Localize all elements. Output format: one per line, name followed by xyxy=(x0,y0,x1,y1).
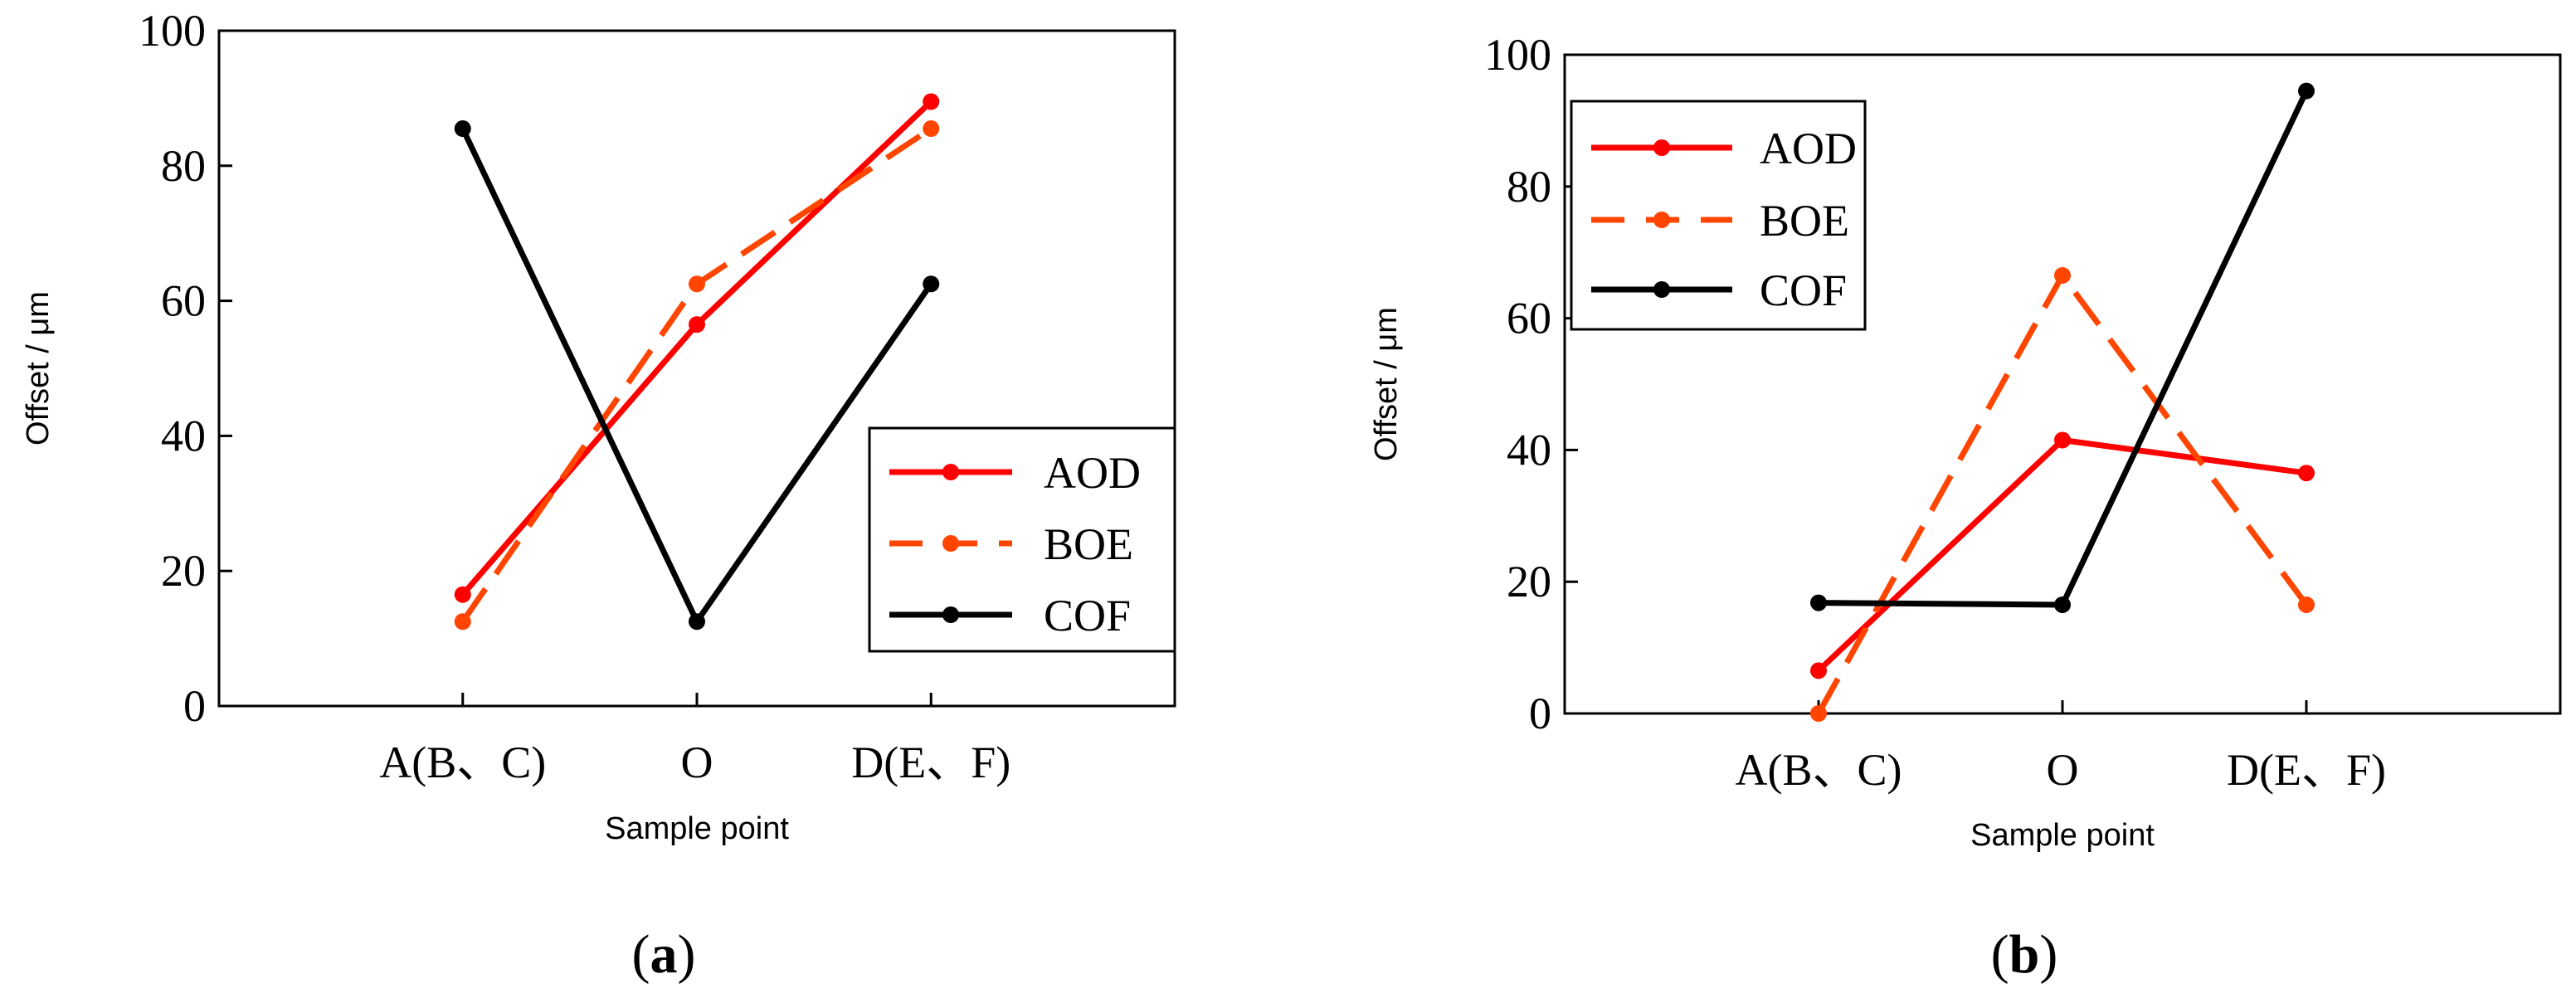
panel-label: (b) xyxy=(1991,924,2058,985)
series-line-cof xyxy=(460,127,934,625)
x-tick-label: D(E、F) xyxy=(2227,745,2386,795)
data-point-boe xyxy=(689,275,705,293)
x-axis-label: Sample point xyxy=(605,811,789,846)
data-point-cof xyxy=(2298,82,2315,100)
y-tick-label: 40 xyxy=(1507,425,1551,475)
data-point-boe xyxy=(1810,705,1827,722)
legend-label-cof: COF xyxy=(1760,265,1847,315)
legend-label-aod: AOD xyxy=(1044,448,1141,498)
legend-label-cof: COF xyxy=(1044,591,1131,640)
y-tick-label: 80 xyxy=(161,141,206,191)
legend-marker-aod xyxy=(942,464,959,480)
x-tick-label: A(B、C) xyxy=(379,738,546,787)
data-point-cof xyxy=(923,275,940,293)
x-tick-label: A(B、C) xyxy=(1736,745,1902,795)
legend-marker-cof xyxy=(1653,281,1670,298)
data-point-aod xyxy=(923,93,940,110)
data-point-aod xyxy=(2054,431,2071,449)
y-axis-label: Offset / μm xyxy=(21,291,56,446)
y-tick-label: 60 xyxy=(1507,294,1551,343)
series-line-aod xyxy=(1816,436,2307,673)
data-point-boe xyxy=(2054,266,2071,284)
data-point-cof xyxy=(454,120,471,138)
data-point-boe xyxy=(454,613,471,631)
panel-b: 0 20 40 60 80 100 A(B、C) O D(E、F) Sample point Off… xyxy=(1369,30,2562,985)
y-tick-label: 100 xyxy=(139,6,206,56)
y-tick-label: 40 xyxy=(161,411,206,460)
panel-label: (a) xyxy=(632,924,696,985)
data-point-aod xyxy=(2298,465,2315,482)
y-tick-label: 20 xyxy=(1507,557,1551,606)
data-point-boe xyxy=(2298,596,2315,613)
series-line-boe xyxy=(460,126,933,624)
y-tick-label: 100 xyxy=(1484,30,1551,80)
data-point-cof xyxy=(2054,596,2071,613)
legend-label-boe: BOE xyxy=(1044,519,1133,569)
data-point-cof xyxy=(1810,594,1827,611)
y-tick-label: 80 xyxy=(1507,162,1551,212)
data-point-boe xyxy=(923,120,940,138)
series-line-boe xyxy=(1815,272,2309,715)
x-tick-label: D(E、F) xyxy=(851,738,1010,787)
x-tick-label: O xyxy=(681,738,713,787)
y-tick-label: 20 xyxy=(161,546,206,596)
legend-marker-cof xyxy=(942,606,959,623)
data-point-aod xyxy=(454,586,471,603)
y-tick-label: 0 xyxy=(1529,689,1551,738)
legend-marker-boe xyxy=(1653,212,1670,228)
data-point-cof xyxy=(689,613,705,631)
legend-label-boe: BOE xyxy=(1760,196,1849,246)
legend-marker-aod xyxy=(1653,139,1670,156)
panel-a: 0 20 40 60 80 100 A(B、C) O D(E、F) Sample point Off… xyxy=(21,6,1176,985)
legend-marker-boe xyxy=(942,535,959,552)
y-tick-label: 60 xyxy=(161,276,206,326)
legend-label-aod: AOD xyxy=(1760,124,1857,173)
data-point-aod xyxy=(689,316,705,334)
x-axis-label: Sample point xyxy=(1970,818,2155,853)
y-tick-label: 0 xyxy=(183,681,206,731)
data-point-aod xyxy=(1810,662,1827,679)
x-tick-label: O xyxy=(2047,745,2079,795)
series-line-cof xyxy=(1818,90,2310,608)
y-axis-label: Offset / μm xyxy=(1369,307,1404,461)
